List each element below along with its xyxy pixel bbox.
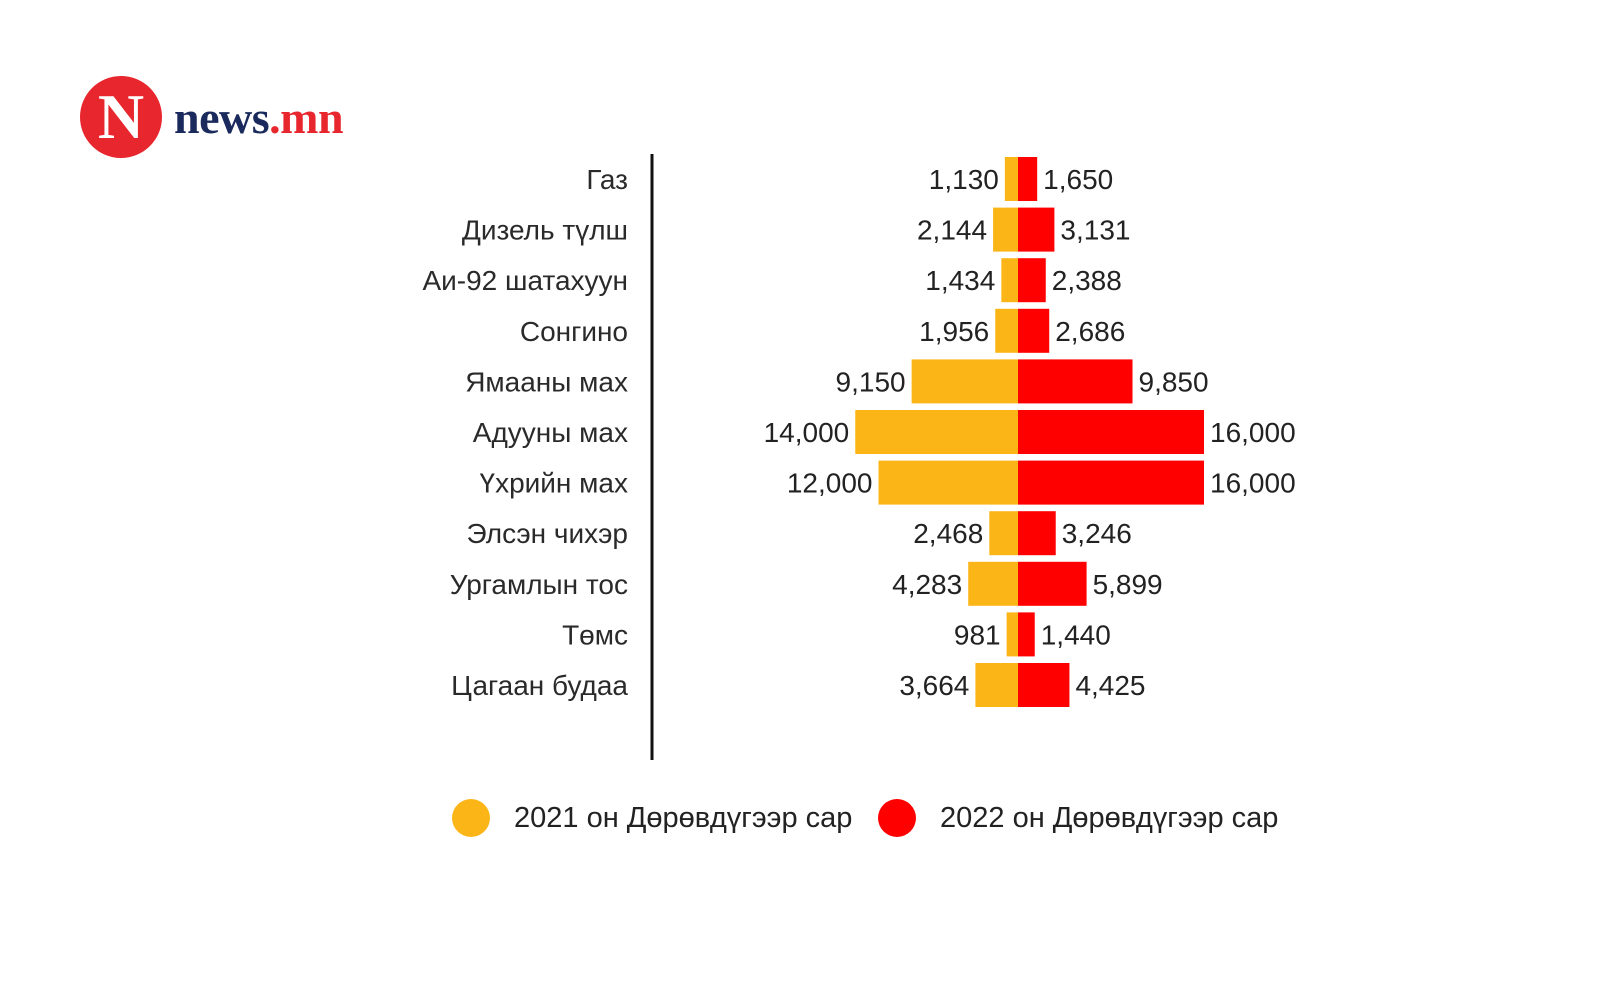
value-label-2021-row-10: 3,664 — [899, 670, 969, 701]
value-label-2022-row-7: 3,246 — [1062, 518, 1132, 549]
value-label-2021-row-3: 1,956 — [919, 316, 989, 347]
value-label-2022-row-5: 16,000 — [1210, 417, 1296, 448]
bar-2022-row-8 — [1018, 561, 1087, 606]
value-label-2022-row-9: 1,440 — [1041, 619, 1111, 650]
news-mn-logo[interactable]: N news.mn — [80, 76, 344, 158]
bar-2021-row-7 — [989, 511, 1018, 556]
value-label-2022-row-8: 5,899 — [1093, 569, 1163, 600]
bar-2022-row-1 — [1018, 207, 1055, 252]
bar-2021-row-4 — [911, 359, 1018, 404]
category-label-row-5: Адууны мах — [473, 417, 628, 448]
bar-2022-row-3 — [1018, 308, 1050, 353]
legend-item-2022: 2022 он Дөрөвдүгээр сар — [878, 799, 1278, 837]
category-label-row-10: Цагаан будаа — [451, 670, 628, 701]
legend-label-2022: 2022 он Дөрөвдүгээр сар — [940, 801, 1279, 834]
value-label-2022-row-3: 2,686 — [1055, 316, 1125, 347]
category-label-row-1: Дизель түлш — [462, 215, 628, 246]
category-label-row-3: Сонгино — [520, 316, 628, 347]
bar-2021-row-6 — [878, 460, 1018, 505]
legend-label-2021: 2021 он Дөрөвдүгээр сар — [514, 801, 853, 834]
bar-2022-row-4 — [1018, 359, 1133, 404]
value-label-2022-row-6: 16,000 — [1210, 468, 1296, 499]
category-label-row-6: Үхрийн мах — [480, 468, 629, 499]
logo-wordmark: news.mn — [174, 91, 344, 144]
legend-swatch-2022 — [878, 799, 916, 837]
value-label-2021-row-9: 981 — [954, 619, 1001, 650]
value-label-2022-row-10: 4,425 — [1075, 670, 1145, 701]
value-label-2021-row-8: 4,283 — [892, 569, 962, 600]
category-label-row-9: Төмс — [562, 619, 628, 650]
bar-2022-row-2 — [1018, 258, 1046, 303]
category-label-row-2: Аи-92 шатахуун — [422, 265, 628, 296]
logo-badge: N — [80, 76, 162, 158]
bar-2022-row-9 — [1018, 612, 1035, 657]
value-label-2021-row-6: 12,000 — [787, 468, 873, 499]
bar-2022-row-0 — [1018, 157, 1038, 201]
logo-badge-letter: N — [97, 81, 145, 152]
category-label-row-7: Элсэн чихэр — [467, 518, 628, 549]
category-label-row-8: Ургамлын тос — [450, 569, 628, 600]
value-label-2021-row-7: 2,468 — [913, 518, 983, 549]
value-label-2021-row-5: 14,000 — [764, 417, 850, 448]
logo-text-news: news — [174, 91, 270, 143]
bar-2022-row-5 — [1018, 410, 1204, 454]
value-label-2021-row-1: 2,144 — [917, 215, 987, 246]
legend-swatch-2021 — [452, 799, 490, 837]
value-label-2021-row-0: 1,130 — [929, 164, 999, 195]
category-label-row-4: Ямааны мах — [465, 366, 628, 397]
bar-2022-row-10 — [1018, 663, 1070, 707]
value-label-2022-row-0: 1,650 — [1043, 164, 1113, 195]
value-label-2022-row-2: 2,388 — [1052, 265, 1122, 296]
value-label-2022-row-4: 9,850 — [1139, 366, 1209, 397]
bar-2021-row-10 — [975, 663, 1018, 707]
value-label-2021-row-4: 9,150 — [836, 366, 906, 397]
value-label-2021-row-2: 1,434 — [925, 265, 995, 296]
bar-2021-row-3 — [995, 308, 1018, 353]
logo-text-dot: . — [269, 91, 281, 143]
bar-2021-row-1 — [993, 207, 1018, 252]
bar-2021-row-9 — [1006, 612, 1018, 657]
bar-2021-row-5 — [855, 410, 1018, 454]
logo-text-mn: mn — [280, 91, 344, 143]
legend-item-2021: 2021 он Дөрөвдүгээр сар — [452, 799, 852, 837]
value-label-2022-row-1: 3,131 — [1060, 215, 1130, 246]
bar-2022-row-7 — [1018, 511, 1056, 556]
bar-2021-row-8 — [968, 561, 1018, 606]
category-label-row-0: Газ — [586, 164, 628, 195]
bar-2021-row-2 — [1001, 258, 1018, 303]
bar-2022-row-6 — [1018, 460, 1204, 505]
bar-2021-row-0 — [1004, 157, 1018, 201]
